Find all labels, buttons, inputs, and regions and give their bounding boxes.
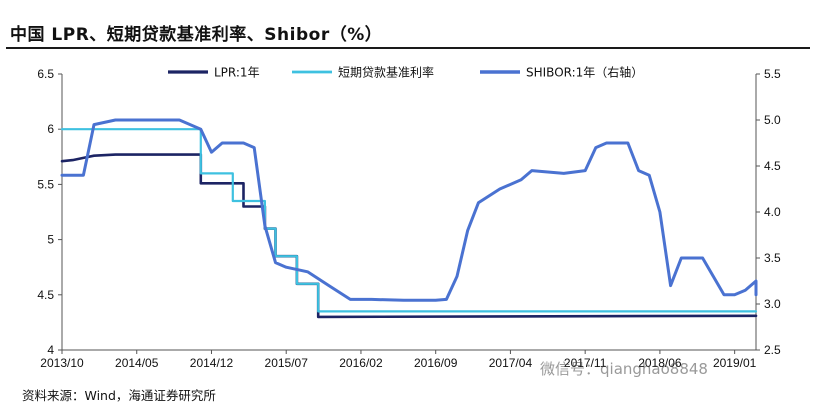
x-tick-label: 2015/07: [265, 356, 309, 370]
x-tick-label: 2013/10: [40, 356, 84, 370]
left-tick-label: 5: [47, 233, 54, 247]
right-tick-label: 5.0: [764, 113, 781, 127]
x-tick-label: 2016/02: [339, 356, 383, 370]
x-tick-label: 2019/01: [713, 356, 757, 370]
title-underline: [6, 47, 810, 49]
right-tick-label: 5.5: [764, 67, 781, 81]
series-lpr-line: [60, 153, 758, 319]
x-tick-label: 2014/05: [115, 356, 159, 370]
left-tick-label: 5.5: [37, 177, 54, 191]
left-tick-label: 4.5: [37, 288, 54, 302]
legend-short-loan: 短期贷款基准利率: [292, 65, 434, 80]
x-tick-label: 2016/09: [414, 356, 458, 370]
left-tick-label: 6.5: [37, 67, 54, 81]
right-tick-label: 2.5: [764, 343, 781, 357]
source-note: 资料来源：Wind，海通证券研究所: [22, 388, 216, 403]
x-tick-label: 2017/04: [489, 356, 533, 370]
right-tick-label: 3.5: [764, 251, 781, 265]
legend-shibor-label: SHIBOR:1年（右轴）: [526, 65, 643, 80]
wechat-watermark: 微信号：qianghao8848: [540, 360, 708, 378]
legend-short-loan-label: 短期贷款基准利率: [338, 65, 434, 80]
left-tick-label: 6: [47, 122, 54, 136]
series-short-loan-line: [60, 128, 758, 313]
x-tick-label: 2018/06: [638, 356, 682, 370]
right-tick-label: 4.0: [764, 205, 781, 219]
legend-lpr: LPR:1年: [168, 66, 260, 80]
x-tick-label: 2014/12: [190, 356, 234, 370]
chart-title: 中国 LPR、短期贷款基准利率、Shibor（%）: [10, 25, 383, 45]
x-tick-label: 2017/11: [564, 356, 607, 370]
legend-lpr-label: LPR:1年: [214, 66, 260, 80]
series-shibor-line: [60, 118, 758, 302]
legend-shibor: SHIBOR:1年（右轴）: [480, 65, 643, 80]
left-tick-label: 4: [47, 343, 54, 357]
right-tick-label: 4.5: [764, 159, 781, 173]
right-tick-label: 3.0: [764, 297, 781, 311]
